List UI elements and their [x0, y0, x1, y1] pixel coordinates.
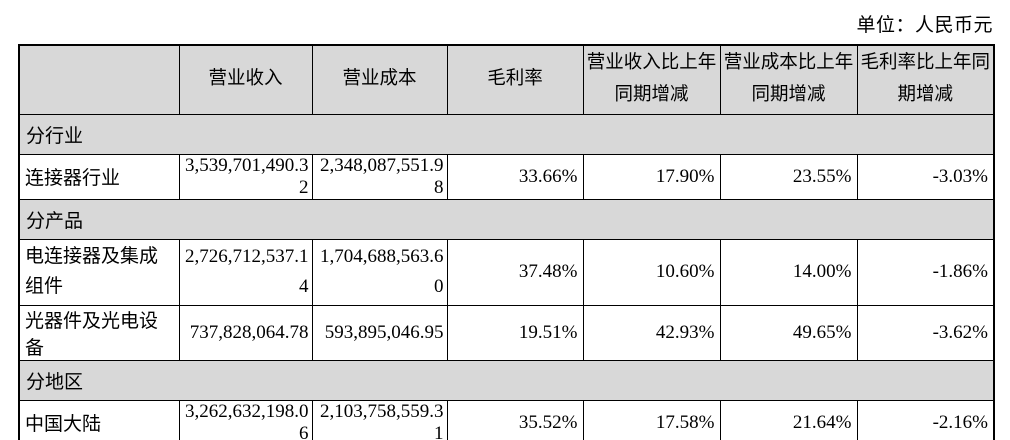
gross-margin-cell: 19.51% [446, 304, 584, 361]
gross-margin-cell: 37.48% [446, 238, 584, 306]
header-gross-margin: 毛利率 [446, 44, 584, 115]
revenue-yoy-cell: 42.93% [582, 304, 721, 361]
revenue-yoy-cell: 17.90% [582, 153, 721, 200]
financial-breakdown-table: 营业收入 营业成本 毛利率 营业收入比上年同期增减 营业成本比上年同期增减 毛利… [18, 44, 995, 440]
header-revenue-yoy: 营业收入比上年同期增减 [582, 44, 721, 115]
data-row-mainland-china: 中国大陆 3,262,632,198.06 2,103,758,559.31 3… [18, 399, 995, 440]
cost-cell: 2,348,087,551.98 [311, 153, 448, 200]
section-row-by-region: 分地区 [18, 359, 995, 401]
section-title: 分地区 [18, 359, 995, 401]
header-cost-yoy: 营业成本比上年同期增减 [719, 44, 858, 115]
section-title: 分产品 [18, 198, 995, 240]
margin-yoy-cell: -3.62% [856, 304, 995, 361]
revenue-cell: 2,726,712,537.14 [178, 238, 313, 306]
revenue-cell: 3,539,701,490.32 [178, 153, 313, 200]
section-title: 分行业 [18, 113, 995, 155]
cost-cell: 593,895,046.95 [311, 304, 448, 361]
table-header-row: 营业收入 营业成本 毛利率 营业收入比上年同期增减 营业成本比上年同期增减 毛利… [18, 44, 995, 115]
currency-unit-label: 单位：人民币元 [856, 15, 993, 36]
header-blank-cell [18, 44, 180, 115]
revenue-cell: 737,828,064.78 [178, 304, 313, 361]
section-row-by-industry: 分行业 [18, 113, 995, 155]
row-label: 电连接器及集成组件 [18, 238, 180, 306]
cost-cell: 2,103,758,559.31 [311, 399, 448, 440]
row-label: 连接器行业 [18, 153, 180, 200]
section-row-by-product: 分产品 [18, 198, 995, 240]
cost-yoy-cell: 14.00% [719, 238, 858, 306]
row-label: 光器件及光电设备 [18, 304, 180, 361]
data-row-electrical-connectors: 电连接器及集成组件 2,726,712,537.14 1,704,688,563… [18, 238, 995, 306]
margin-yoy-cell: -3.03% [856, 153, 995, 200]
gross-margin-cell: 35.52% [446, 399, 584, 440]
revenue-yoy-cell: 10.60% [582, 238, 721, 306]
header-gross-margin-yoy: 毛利率比上年同期增减 [856, 44, 995, 115]
header-revenue: 营业收入 [178, 44, 313, 115]
margin-yoy-cell: -2.16% [856, 399, 995, 440]
margin-yoy-cell: -1.86% [856, 238, 995, 306]
revenue-cell: 3,262,632,198.06 [178, 399, 313, 440]
cost-yoy-cell: 49.65% [719, 304, 858, 361]
cost-yoy-cell: 23.55% [719, 153, 858, 200]
cost-cell: 1,704,688,563.60 [311, 238, 448, 306]
data-row-optical-devices: 光器件及光电设备 737,828,064.78 593,895,046.95 1… [18, 304, 995, 361]
revenue-yoy-cell: 17.58% [582, 399, 721, 440]
header-cost: 营业成本 [311, 44, 448, 115]
data-row-connector-industry: 连接器行业 3,539,701,490.32 2,348,087,551.98 … [18, 153, 995, 200]
gross-margin-cell: 33.66% [446, 153, 584, 200]
cost-yoy-cell: 21.64% [719, 399, 858, 440]
row-label: 中国大陆 [18, 399, 180, 440]
